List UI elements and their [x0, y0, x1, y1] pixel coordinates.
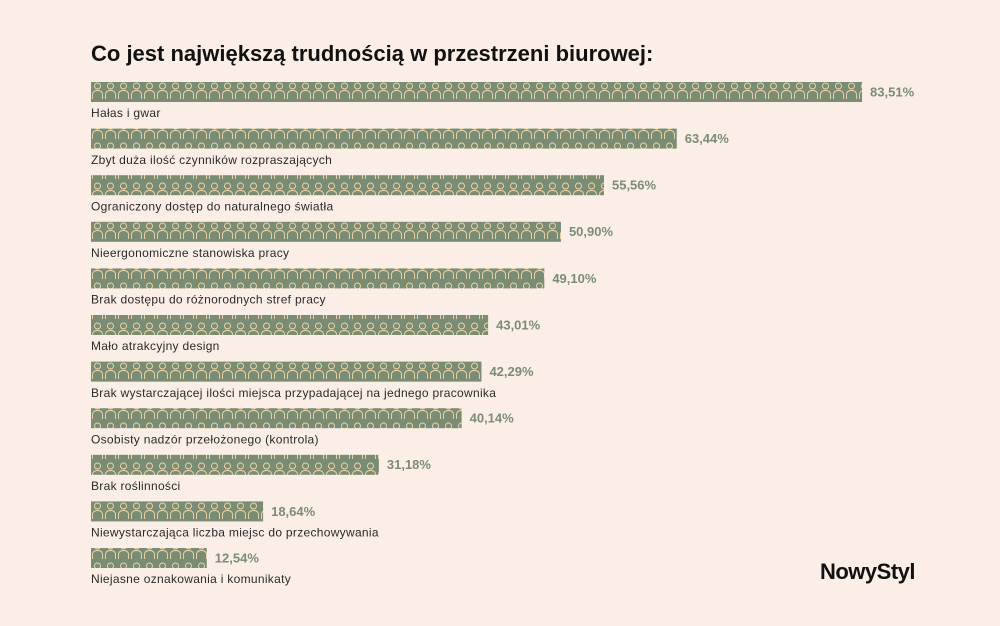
category-label: Niejasne oznakowania i komunikaty: [91, 572, 291, 586]
bar: [91, 315, 489, 335]
category-label: Brak wystarczającej ilości miejsca przyp…: [91, 386, 496, 400]
value-label: 18,64%: [271, 504, 316, 519]
bar: [91, 548, 207, 568]
bar: [91, 82, 863, 102]
value-label: 31,18%: [387, 457, 432, 472]
value-label: 42,29%: [489, 364, 534, 379]
value-label: 40,14%: [470, 411, 515, 426]
bar: [91, 501, 264, 522]
logo: NowyStyl: [820, 559, 915, 584]
bar: [91, 454, 379, 475]
category-label: Hałas i gwar: [91, 106, 161, 120]
value-label: 50,90%: [569, 224, 614, 239]
bar: [91, 408, 462, 429]
category-label: Brak dostępu do różnorodnych stref pracy: [91, 293, 326, 307]
bar: [91, 221, 561, 242]
chart-title: Co jest największą trudnością w przestrz…: [91, 41, 653, 66]
category-label: Brak roślinności: [91, 479, 181, 493]
value-label: 55,56%: [612, 178, 657, 193]
category-label: Niewystarczająca liczba miejsc do przech…: [91, 526, 379, 540]
bar: [91, 175, 604, 196]
value-label: 49,10%: [552, 271, 597, 286]
category-label: Nieergonomiczne stanowiska pracy: [91, 246, 289, 260]
category-label: Zbyt duża ilość czynników rozpraszającyc…: [91, 153, 332, 167]
value-label: 63,44%: [685, 131, 730, 146]
value-label: 43,01%: [496, 317, 541, 332]
bar: [91, 268, 545, 289]
value-label: 83,51%: [870, 84, 915, 99]
bar: [91, 128, 677, 149]
category-label: Osobisty nadzór przełożonego (kontrola): [91, 432, 319, 446]
category-label: Ograniczony dostęp do naturalnego światł…: [91, 199, 333, 213]
category-label: Mało atrakcyjny design: [91, 339, 220, 353]
value-label: 12,54%: [215, 550, 260, 565]
bar: [91, 361, 482, 382]
